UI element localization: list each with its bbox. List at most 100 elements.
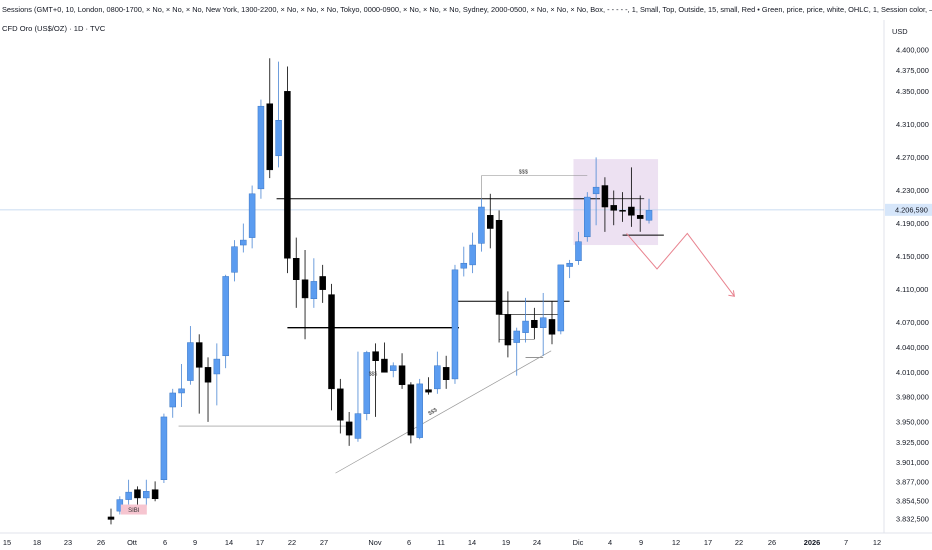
currency-label: USD — [892, 27, 908, 36]
x-tick-label: 24 — [533, 538, 541, 547]
candle-body — [160, 416, 168, 480]
x-tick-label: 26 — [97, 538, 105, 547]
y-tick-label: 4.150,000 — [896, 252, 929, 261]
y-tick-label: 4.400,000 — [896, 46, 929, 55]
x-tick-label: 2026 — [804, 538, 820, 547]
sibi-box — [120, 504, 147, 515]
ssl-label-top: $$$ — [519, 170, 528, 176]
x-tick-label: 27 — [320, 538, 328, 547]
candle-body — [204, 367, 212, 383]
candle-body — [345, 421, 353, 436]
y-tick-label: 4.040,000 — [896, 343, 929, 352]
candle-body — [628, 206, 635, 216]
candle-body — [213, 358, 221, 375]
candle-body — [619, 210, 626, 212]
x-tick-label: 22 — [288, 538, 296, 547]
x-tick-label: 12 — [873, 538, 881, 547]
y-tick-label: 4.110,000 — [896, 285, 928, 294]
candle-body — [460, 262, 468, 269]
candle-body — [495, 219, 503, 315]
candle-body — [284, 91, 291, 259]
candle-body — [187, 342, 194, 381]
x-tick-label: 9 — [193, 538, 197, 547]
trendline — [335, 350, 552, 474]
candle-body — [442, 367, 450, 380]
sibi-label: SIBI — [128, 508, 140, 514]
y-tick-label: 3.901,000 — [896, 458, 929, 467]
candle-body — [636, 215, 644, 219]
candle-body — [487, 215, 494, 229]
candle-body — [143, 491, 150, 499]
y-tick-label: 3.832,500 — [896, 515, 929, 524]
current-price-tag — [885, 203, 932, 216]
candle-body — [151, 489, 159, 500]
candle-body — [513, 330, 520, 343]
x-tick-label: 9 — [639, 538, 643, 547]
candle-body — [592, 186, 600, 195]
x-tick-label: Dic — [573, 538, 584, 547]
candle-body — [575, 241, 582, 261]
x-tick-label: 26 — [768, 538, 776, 547]
candle-body — [381, 358, 388, 373]
candle-body — [195, 342, 203, 368]
candle-body — [266, 103, 274, 171]
symbol-title[interactable]: CFD Oro (US$/OZ) · 1D · TVC — [2, 24, 106, 33]
candle-body — [469, 244, 476, 266]
candle-body — [292, 258, 300, 280]
candle-body — [416, 383, 423, 438]
x-tick-label: 14 — [468, 538, 476, 547]
x-tick-label: 12 — [672, 538, 680, 547]
candle-body — [566, 262, 573, 267]
x-tick-label: 6 — [407, 538, 411, 547]
indicator-legend: Sessions (GMT+0, 10, London, 0800-1700, … — [2, 5, 932, 14]
candle-body — [107, 516, 115, 520]
candle-body — [240, 239, 247, 246]
x-tick-label: 17 — [256, 538, 264, 547]
candle-body — [531, 319, 538, 328]
candle-body — [319, 276, 326, 290]
y-tick-label: 4.310,000 — [896, 120, 929, 129]
y-tick-label: 3.980,000 — [896, 393, 929, 402]
candle-body — [248, 193, 256, 238]
ssl-label-small: $$$ — [369, 372, 378, 378]
y-tick-label: 4.270,000 — [896, 153, 929, 162]
candle-body — [134, 489, 141, 499]
candle-body — [407, 384, 415, 436]
projection-arrowhead — [728, 290, 736, 297]
candle-body — [231, 246, 238, 273]
candle-body — [257, 105, 265, 190]
candle-body — [584, 196, 591, 238]
candle-body — [434, 365, 441, 390]
x-tick-label: 7 — [844, 538, 848, 547]
candle-body — [125, 491, 132, 500]
y-tick-label: 4.230,000 — [896, 186, 929, 195]
x-tick-label: 6 — [163, 538, 167, 547]
x-tick-label: 22 — [735, 538, 743, 547]
y-tick-label: 4.010,000 — [896, 368, 929, 377]
candle-body — [557, 264, 565, 332]
candle-body — [398, 365, 406, 385]
candle-body — [328, 294, 335, 390]
x-tick-label: Nov — [368, 538, 381, 547]
candle-body — [539, 317, 547, 328]
x-tick-label: 11 — [437, 538, 445, 547]
projection-path — [626, 232, 735, 297]
x-tick-label: 18 — [33, 538, 41, 547]
candle-body — [504, 314, 512, 346]
y-tick-label: 3.925,000 — [896, 438, 929, 447]
x-tick-label: 4 — [608, 538, 612, 547]
candle-body — [645, 210, 653, 221]
candle-body — [301, 279, 309, 299]
candle-body — [601, 185, 609, 208]
x-tick-label: 17 — [704, 538, 712, 547]
candle-body — [389, 365, 397, 371]
y-tick-label: 4.070,000 — [896, 318, 929, 327]
candle-body — [425, 389, 432, 393]
candle-body — [169, 392, 176, 408]
y-tick-label: 4.190,000 — [896, 219, 929, 228]
candle-body — [310, 281, 318, 300]
candle-body — [610, 205, 617, 211]
ssl-label-trend: $$$ — [428, 407, 439, 417]
